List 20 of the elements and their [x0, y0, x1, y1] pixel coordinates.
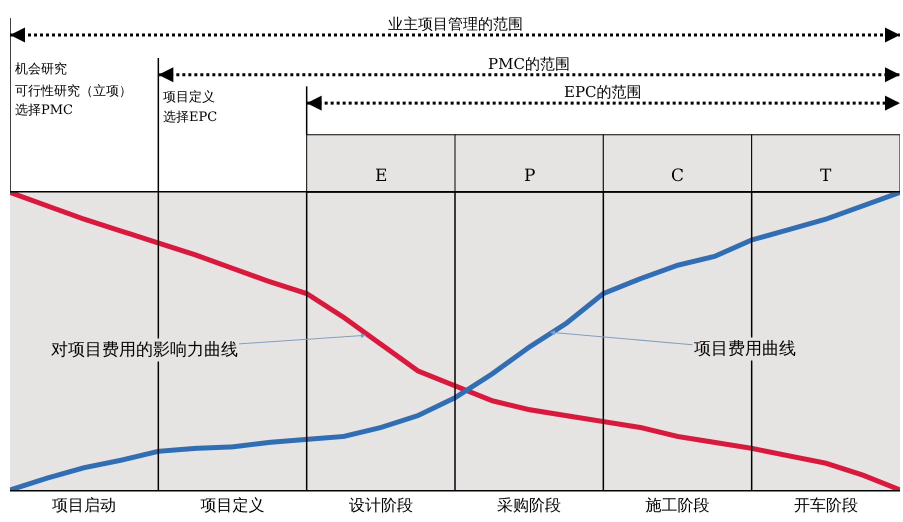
text: 机会研究 — [15, 62, 67, 77]
text: P — [524, 166, 536, 186]
x-tick-label: 开车阶段 — [794, 496, 858, 515]
text: E — [375, 166, 388, 186]
text: C — [671, 166, 684, 186]
text: EPC的范围 — [564, 83, 642, 101]
text: 可行性研究（立项） — [15, 83, 132, 99]
text: T — [820, 166, 832, 186]
text: 业主项目管理的范围 — [388, 15, 523, 33]
text: 选择PMC — [15, 103, 74, 118]
annotation: 项目费用曲线 — [694, 339, 796, 359]
x-tick-label: 施工阶段 — [646, 496, 710, 515]
x-tick-label: 设计阶段 — [348, 496, 413, 515]
x-tick-label: 项目定义 — [200, 496, 264, 515]
text: 项目定义 — [163, 90, 215, 105]
text: 选择EPC — [163, 110, 218, 125]
annotation: 对项目费用的影响力曲线 — [51, 340, 238, 360]
text: PMC的范围 — [488, 55, 570, 73]
x-tick-label: 采购阶段 — [497, 496, 562, 515]
x-tick-label: 项目启动 — [52, 496, 116, 515]
